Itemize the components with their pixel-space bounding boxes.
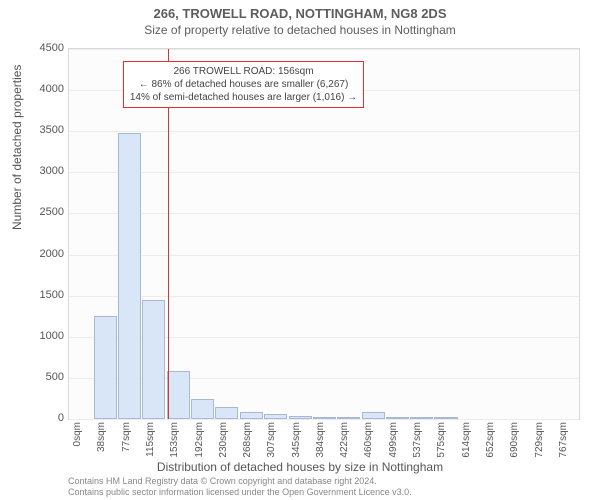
xtick-label: 767sqm <box>558 422 569 458</box>
y-axis-label: Number of detached properties <box>10 65 24 230</box>
xtick-label: 268sqm <box>242 422 253 458</box>
gridline <box>69 213 579 214</box>
gridline <box>69 131 579 132</box>
histogram-bar <box>313 417 336 419</box>
xtick-label: 460sqm <box>363 422 374 458</box>
histogram-bar <box>264 414 287 419</box>
xtick-label: 230sqm <box>218 422 229 458</box>
annotation-line3: 14% of semi-detached houses are larger (… <box>130 91 357 104</box>
histogram-bar <box>215 407 238 419</box>
ytick-label: 3000 <box>40 165 64 177</box>
ytick-label: 1000 <box>40 330 64 342</box>
ytick-label: 0 <box>58 412 64 424</box>
gridline <box>69 172 579 173</box>
footer-line2: Contains public sector information licen… <box>68 487 412 498</box>
annotation-box: 266 TROWELL ROAD: 156sqm← 86% of detache… <box>123 61 364 108</box>
histogram-bar <box>240 412 263 419</box>
histogram-bar <box>289 416 312 419</box>
ytick-label: 2500 <box>40 206 64 218</box>
xtick-label: 115sqm <box>145 422 156 457</box>
histogram-bar <box>118 133 141 419</box>
gridline <box>69 296 579 297</box>
chart-title-sub: Size of property relative to detached ho… <box>0 21 600 37</box>
histogram-bar <box>410 417 433 419</box>
xtick-label: 345sqm <box>291 422 302 458</box>
chart-title-main: 266, TROWELL ROAD, NOTTINGHAM, NG8 2DS <box>0 0 600 21</box>
ytick-label: 4000 <box>40 83 64 95</box>
xtick-label: 77sqm <box>121 422 132 452</box>
x-axis-label: Distribution of detached houses by size … <box>0 460 600 474</box>
histogram-bar <box>142 300 165 419</box>
xtick-label: 575sqm <box>436 422 447 458</box>
xtick-label: 729sqm <box>534 422 545 458</box>
xtick-label: 690sqm <box>509 422 520 458</box>
histogram-bar <box>167 371 190 419</box>
xtick-label: 384sqm <box>315 422 326 458</box>
xtick-label: 38sqm <box>96 422 107 452</box>
xtick-label: 652sqm <box>485 422 496 458</box>
xtick-label: 499sqm <box>388 422 399 458</box>
annotation-line2: ← 86% of detached houses are smaller (6,… <box>130 78 357 91</box>
xtick-label: 192sqm <box>194 422 205 458</box>
histogram-bar <box>434 417 457 419</box>
xtick-label: 153sqm <box>169 422 180 458</box>
histogram-bar <box>191 399 214 419</box>
histogram-bar <box>337 417 360 419</box>
ytick-label: 1500 <box>40 289 64 301</box>
xtick-label: 537sqm <box>412 422 423 458</box>
histogram-bar <box>362 412 385 419</box>
xtick-label: 307sqm <box>266 422 277 458</box>
xtick-label: 614sqm <box>461 422 472 458</box>
annotation-line1: 266 TROWELL ROAD: 156sqm <box>130 65 357 78</box>
footer-attribution: Contains HM Land Registry data © Crown c… <box>68 476 412 498</box>
xtick-label: 0sqm <box>72 422 83 446</box>
histogram-bar <box>94 316 117 419</box>
ytick-label: 3500 <box>40 124 64 136</box>
footer-line1: Contains HM Land Registry data © Crown c… <box>68 476 412 487</box>
xtick-label: 422sqm <box>339 422 350 458</box>
ytick-label: 500 <box>46 371 64 383</box>
chart-plot-area: 266 TROWELL ROAD: 156sqm← 86% of detache… <box>68 48 580 420</box>
gridline <box>69 49 579 50</box>
gridline <box>69 255 579 256</box>
histogram-bar <box>386 417 409 419</box>
ytick-label: 2000 <box>40 248 64 260</box>
ytick-label: 4500 <box>40 42 64 54</box>
gridline <box>69 419 579 420</box>
